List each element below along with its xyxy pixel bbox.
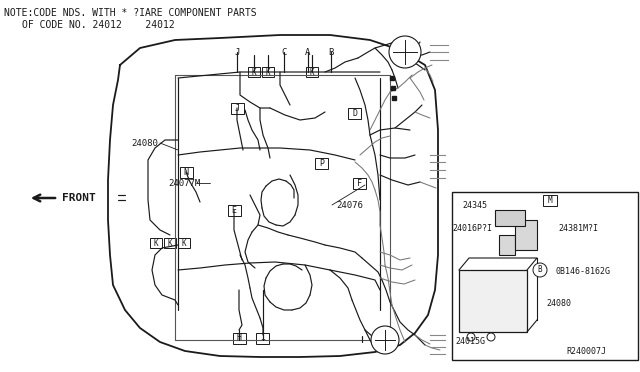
Text: OF CODE NO. 24012    24012: OF CODE NO. 24012 24012	[22, 20, 175, 30]
Circle shape	[487, 333, 495, 341]
Text: 24015G: 24015G	[455, 337, 485, 346]
Text: I: I	[260, 334, 266, 343]
Text: 24080: 24080	[131, 138, 158, 148]
Bar	[230, 103, 243, 113]
Bar	[262, 67, 274, 77]
Bar	[349, 108, 362, 119]
Text: P: P	[319, 158, 324, 167]
Bar	[323, 46, 339, 58]
Bar	[459, 270, 527, 332]
Bar	[452, 192, 638, 360]
Text: J: J	[234, 103, 239, 112]
Text: E: E	[232, 205, 237, 215]
Bar	[257, 333, 269, 343]
Bar	[499, 235, 515, 255]
Text: B: B	[538, 266, 542, 275]
Text: M: M	[548, 196, 552, 205]
Text: K: K	[310, 67, 314, 77]
Bar	[179, 167, 193, 177]
Text: K: K	[252, 67, 256, 77]
Bar	[515, 220, 537, 250]
Circle shape	[467, 333, 475, 341]
Text: C: C	[282, 48, 287, 57]
Text: A: A	[305, 48, 310, 57]
Circle shape	[533, 263, 547, 277]
Bar	[150, 238, 162, 248]
Text: FRONT: FRONT	[62, 193, 96, 203]
Text: B: B	[328, 48, 333, 57]
Text: J: J	[234, 48, 240, 57]
Circle shape	[389, 36, 421, 68]
Bar	[495, 210, 525, 226]
Text: 24345: 24345	[462, 201, 487, 209]
Text: F: F	[358, 179, 362, 187]
Bar	[543, 195, 557, 206]
Bar	[306, 67, 318, 77]
Text: R240007J: R240007J	[566, 347, 606, 356]
Bar	[301, 46, 316, 58]
Text: K: K	[182, 238, 186, 247]
Text: NOTE:CODE NDS. WITH * ?IARE COMPONENT PARTS: NOTE:CODE NDS. WITH * ?IARE COMPONENT PA…	[4, 8, 257, 18]
Bar	[227, 205, 241, 215]
Circle shape	[371, 326, 399, 354]
Text: 24016P?I: 24016P?I	[452, 224, 492, 232]
Bar	[164, 238, 176, 248]
Polygon shape	[108, 35, 438, 357]
Bar	[276, 46, 291, 58]
Text: D: D	[353, 109, 358, 118]
Text: 0B146-8162G: 0B146-8162G	[556, 266, 611, 276]
Bar	[248, 67, 260, 77]
Bar	[178, 238, 190, 248]
Text: N: N	[184, 167, 189, 176]
Text: 24077M: 24077M	[168, 179, 200, 187]
Text: K: K	[266, 67, 270, 77]
Bar	[230, 46, 244, 58]
Text: 24080: 24080	[546, 299, 571, 308]
Text: 24076: 24076	[336, 201, 363, 209]
Text: 24381M?I: 24381M?I	[558, 224, 598, 232]
Bar	[353, 177, 367, 189]
Text: H: H	[237, 334, 241, 343]
Bar	[232, 333, 246, 343]
Text: K: K	[168, 238, 172, 247]
Bar	[316, 157, 328, 169]
Text: K: K	[154, 238, 158, 247]
